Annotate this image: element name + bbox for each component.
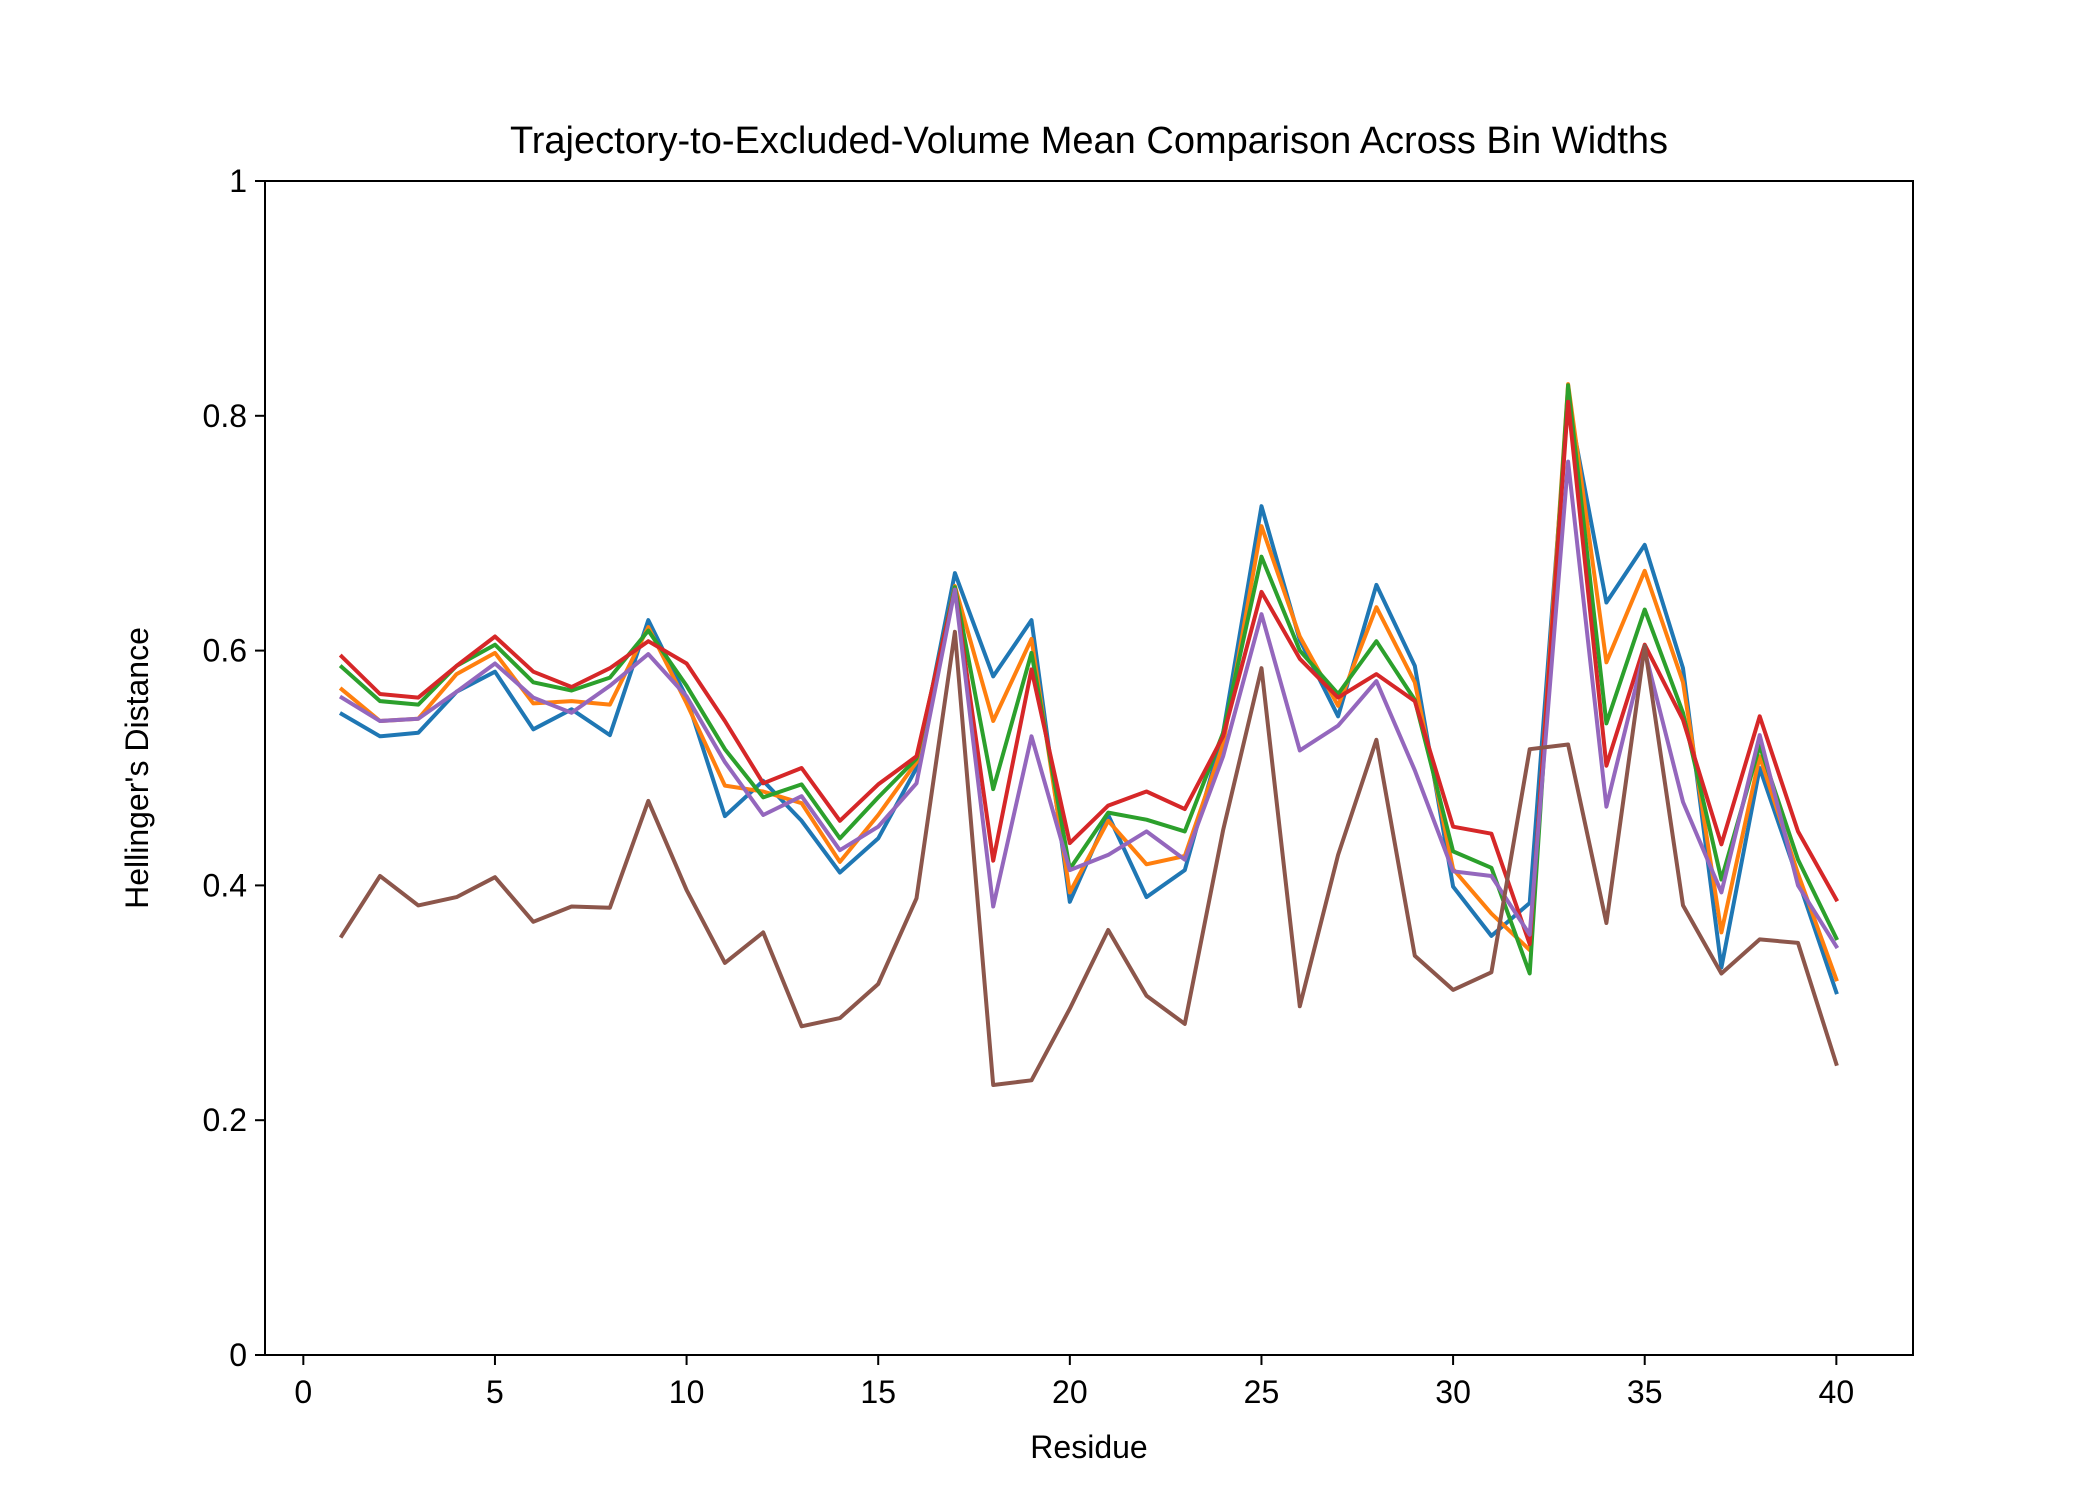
y-tick-label: 0: [229, 1337, 247, 1373]
series-line-6: [338, 629, 1839, 1087]
y-axis-label: Hellinger's Distance: [119, 627, 155, 909]
series-line-3: [338, 383, 1839, 976]
x-axis-label: Residue: [1030, 1429, 1147, 1465]
series-line-5: [338, 459, 1840, 950]
x-tick-label: 25: [1244, 1374, 1280, 1410]
series-layer: [338, 382, 1840, 1087]
series-line-4: [338, 399, 1840, 947]
chart-title: Trajectory-to-Excluded-Volume Mean Compa…: [510, 120, 1668, 162]
series-line-2: [338, 382, 1839, 982]
x-tick-label: 0: [294, 1374, 312, 1410]
axis-layer: 0 5 10 15 20 25 30 35 40 0 0.2 0.4 0.6 0.8 1: [203, 163, 1855, 1410]
x-tick-label: 15: [860, 1374, 896, 1410]
x-tick-label: 10: [669, 1374, 705, 1410]
x-tick-label: 30: [1435, 1374, 1471, 1410]
y-tick-label: 0.2: [203, 1102, 247, 1138]
y-tick-label: 1: [229, 163, 247, 199]
plot-area-frame: [264, 180, 1914, 1356]
x-tick-label: 5: [486, 1374, 504, 1410]
x-tick-label: 35: [1627, 1374, 1663, 1410]
y-tick-label: 0.6: [203, 633, 247, 669]
y-tick-label: 0.8: [203, 398, 247, 434]
x-tick-label: 40: [1819, 1374, 1855, 1410]
y-tick-label: 0.4: [203, 867, 247, 903]
x-tick-label: 20: [1052, 1374, 1088, 1410]
